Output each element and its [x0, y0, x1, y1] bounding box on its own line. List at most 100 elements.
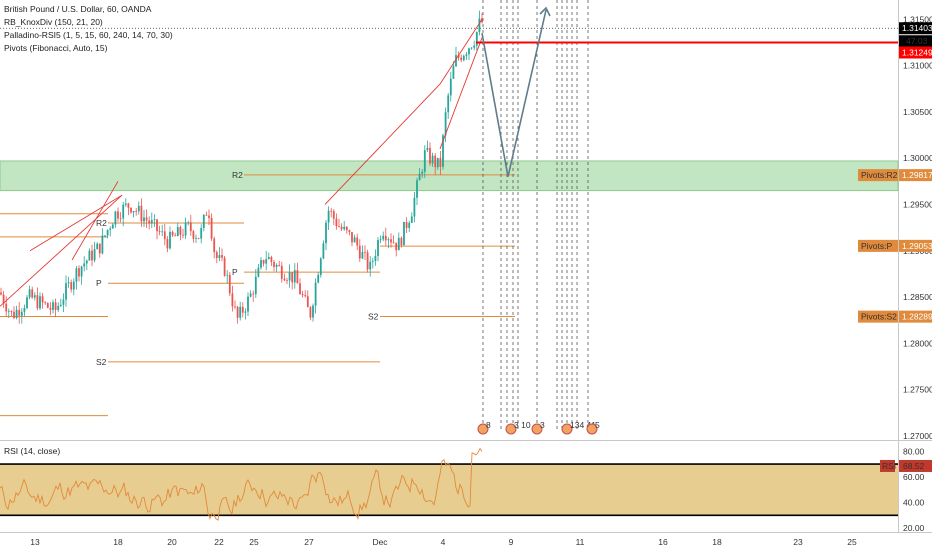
candle-body — [434, 155, 437, 168]
candle-body — [481, 18, 483, 23]
candle-body — [104, 235, 106, 237]
candle-body — [184, 222, 187, 236]
current-price-tag-bg — [899, 22, 932, 35]
candle-body — [221, 255, 223, 258]
candle-body — [395, 242, 398, 251]
legend-pivots[interactable]: Pivots (Fibonacci, Auto, 15) — [4, 43, 108, 53]
legend-palladino-rsi[interactable]: Palladino-RSI5 (1, 5, 15, 60, 240, 14, 7… — [4, 30, 173, 40]
current-price-tag-text: 1.31403 — [902, 23, 932, 33]
time-tick-label: 16 — [658, 537, 668, 547]
candle-body — [202, 214, 205, 229]
candle-body — [18, 309, 21, 316]
candle-body — [371, 261, 374, 262]
candle-body — [286, 280, 288, 282]
candle-body — [270, 257, 273, 262]
pivot-tag-value-text: 1.29817 — [902, 170, 932, 180]
price-tick-label: 1.28000 — [903, 338, 932, 348]
pivot-tag-value-bg — [899, 169, 932, 182]
event-marker-label: 3 10 — [514, 420, 531, 430]
candle-body — [400, 237, 403, 246]
candle-body — [156, 219, 158, 232]
candle-body — [161, 231, 164, 233]
candle-body — [83, 263, 86, 267]
candle-body — [23, 308, 26, 312]
pivot-tag-value-text: 1.28289 — [902, 312, 932, 322]
candle-body — [208, 215, 210, 218]
candle-body — [262, 260, 265, 264]
candle-body — [254, 276, 257, 295]
candle-body — [218, 255, 221, 259]
candle-body — [62, 299, 65, 305]
event-marker-label: 3 — [540, 420, 545, 430]
support-zone — [0, 160, 899, 192]
pivot-level-label: P — [96, 278, 102, 288]
candle-body — [114, 211, 117, 225]
legend-symbol[interactable]: British Pound / U.S. Dollar, 60, OANDA — [4, 4, 152, 14]
candle-body — [462, 55, 465, 61]
candle-body — [143, 217, 145, 222]
candle-body — [413, 197, 416, 217]
price-tick-label: 1.27500 — [903, 385, 932, 395]
pivot-tag-value-text: 1.29053 — [902, 241, 932, 251]
candle-body — [405, 221, 408, 228]
legend-knoxdiv[interactable]: RB_KnoxDiv (150, 21, 20) — [4, 17, 103, 27]
candle-body — [444, 112, 447, 136]
rsi-last-value: 68.52 — [903, 461, 925, 471]
pivot-tag-name: Pivots:S2 — [861, 312, 897, 322]
price-tick-label: 1.29500 — [903, 199, 932, 209]
candle-body — [252, 293, 255, 295]
candle-body — [70, 282, 73, 290]
candle-body — [364, 251, 366, 253]
time-tick-label: 18 — [113, 537, 123, 547]
candle-body — [353, 237, 356, 243]
candle-body — [257, 267, 260, 277]
candle-body — [239, 306, 242, 318]
candle-body — [275, 264, 278, 267]
candle-body — [416, 180, 418, 198]
candle-body — [304, 295, 307, 297]
candle-body — [442, 135, 444, 167]
candle-body — [226, 274, 229, 276]
candle-body — [475, 32, 478, 46]
legend-rsi[interactable]: RSI (14, close) — [4, 446, 61, 456]
candle-body — [119, 218, 122, 220]
candle-body — [7, 310, 10, 312]
candle-body — [106, 229, 109, 236]
candle-body — [85, 260, 88, 264]
candle-body — [369, 261, 372, 270]
pivot-level-label: R2 — [232, 170, 243, 180]
rsi-last-bg — [899, 459, 932, 472]
candle-body — [91, 250, 93, 261]
candle-body — [358, 245, 361, 259]
price-tick-label: 1.30000 — [903, 153, 932, 163]
candle-body — [247, 296, 249, 312]
candle-body — [189, 222, 192, 232]
candle-body — [213, 238, 216, 253]
candle-body — [314, 282, 317, 306]
candle-body — [348, 230, 351, 233]
candle-body — [470, 47, 473, 49]
pivot-tag-value: 1.29817 — [899, 169, 932, 182]
candle-body — [5, 303, 8, 312]
candle-body — [319, 258, 322, 275]
current-price-tag: 1.31403 — [899, 22, 932, 35]
candle-body — [322, 243, 325, 259]
candle-body — [166, 239, 169, 249]
candle-body — [75, 268, 78, 282]
projection-arrowhead — [539, 6, 551, 17]
candle-body — [52, 302, 54, 310]
pivot-level-label: P — [232, 267, 238, 277]
candle-body — [345, 226, 348, 231]
pivot-tag-name: Pivots:P — [861, 241, 893, 251]
candle-body — [20, 311, 23, 316]
candle-body — [145, 217, 148, 221]
pivot-tag-value: 1.28289 — [899, 310, 932, 323]
candle-body — [312, 305, 314, 318]
candle-body — [176, 227, 179, 237]
candle-body — [330, 210, 333, 212]
candle-body — [306, 296, 309, 308]
candle-body — [78, 268, 80, 277]
time-tick-label: 4 — [441, 537, 446, 547]
event-marker — [477, 423, 489, 435]
